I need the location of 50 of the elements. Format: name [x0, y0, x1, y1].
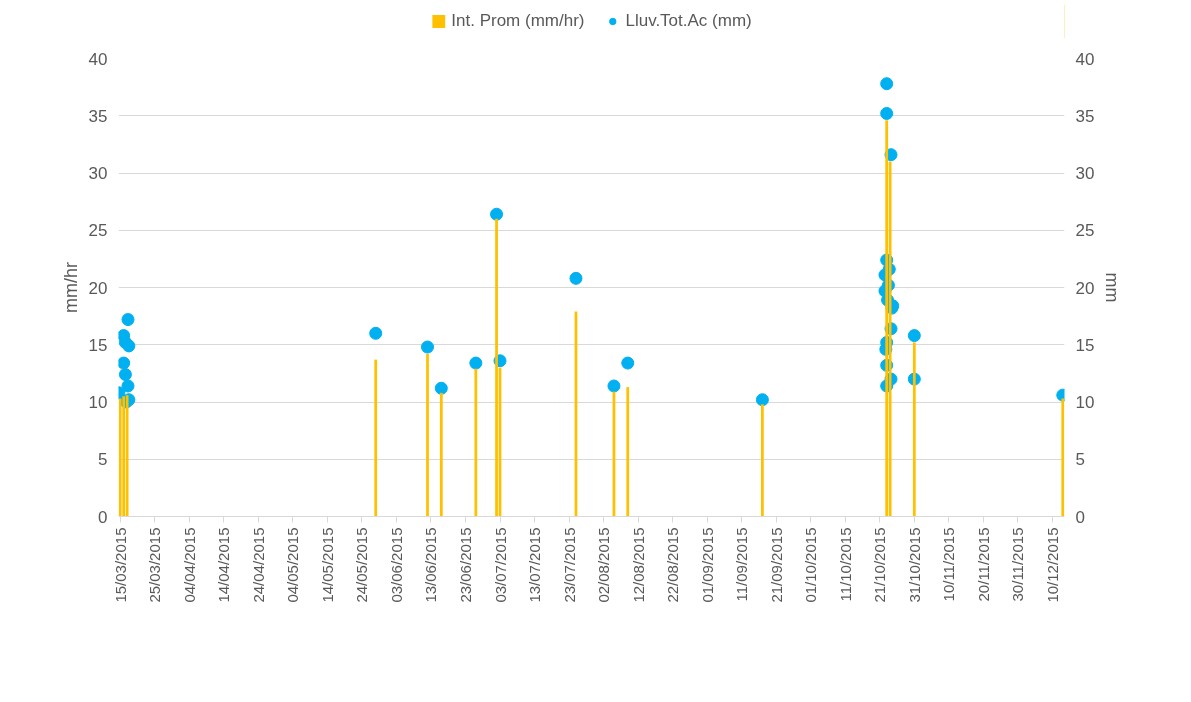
y-tick-label: 10	[88, 393, 108, 412]
y-axis-title: mm/hr	[60, 262, 81, 313]
x-tick-label: 13/06/2015	[422, 527, 440, 603]
x-tick-label: 24/04/2015	[249, 527, 267, 603]
y-tick-label: 40	[88, 49, 108, 69]
y-tick-label: 5	[98, 450, 108, 470]
x-tick-label: 21/10/2015	[871, 527, 889, 603]
y2-tick-label: 35	[1075, 106, 1095, 126]
x-tick-label: 22/08/2015	[664, 527, 682, 603]
y2-tick-label: 15	[1075, 335, 1095, 355]
y2-tick-label: 10	[1075, 393, 1095, 412]
x-tick-label: 02/08/2015	[595, 527, 613, 603]
y2-tick-label: 25	[1075, 221, 1095, 241]
x-tick-label: 10/11/2015	[940, 527, 958, 602]
x-tick-label: 14/05/2015	[318, 527, 336, 603]
x-tick-label: 31/10/2015	[905, 527, 923, 603]
x-tick-label: 01/09/2015	[698, 527, 716, 603]
x-tick-label: 13/07/2015	[526, 527, 544, 603]
x-tick-label: 23/06/2015	[456, 527, 474, 603]
x-tick-label: 03/06/2015	[387, 527, 405, 603]
x-tick-label: 30/11/2015	[1009, 527, 1027, 602]
x-tick-label: 24/05/2015	[353, 527, 371, 603]
y-tick-label: 20	[88, 278, 108, 298]
y2-tick-label: 0	[1075, 507, 1085, 527]
x-tick-label: 04/04/2015	[180, 527, 198, 603]
y-tick-label: 0	[98, 507, 108, 527]
y2-tick-label: 20	[1075, 278, 1095, 298]
x-tick-label: 10/12/2015	[1043, 527, 1061, 603]
y2-tick-label: 40	[1075, 49, 1095, 69]
x-tick-label: 11/10/2015	[836, 527, 854, 602]
x-tick-label: 14/04/2015	[215, 527, 233, 603]
x-tick-label: 04/05/2015	[284, 527, 302, 603]
y-tick-label: 35	[88, 106, 108, 126]
x-tick-label: 12/08/2015	[629, 527, 647, 603]
y2-tick-label: 30	[1075, 164, 1095, 183]
legend-label: Int. Prom (mm/hr)	[451, 11, 585, 31]
x-tick-label: 20/11/2015	[974, 527, 992, 602]
x-tick-label: 15/03/2015	[111, 527, 129, 603]
y-tick-label: 15	[88, 335, 108, 355]
y-tick-label: 30	[88, 164, 108, 183]
y2-tick-label: 5	[1075, 450, 1085, 470]
y-tick-label: 25	[88, 221, 108, 241]
x-tick-label: 23/07/2015	[560, 527, 578, 603]
x-tick-label: 11/09/2015	[733, 527, 751, 602]
y2-axis-title: mm	[1102, 272, 1123, 303]
x-tick-label: 25/03/2015	[146, 527, 164, 603]
legend-label: Lluv.Tot.Ac (mm)	[625, 11, 752, 31]
x-tick-label: 03/07/2015	[491, 527, 509, 603]
x-tick-label: 21/09/2015	[767, 527, 785, 603]
x-tick-label: 01/10/2015	[802, 527, 820, 603]
